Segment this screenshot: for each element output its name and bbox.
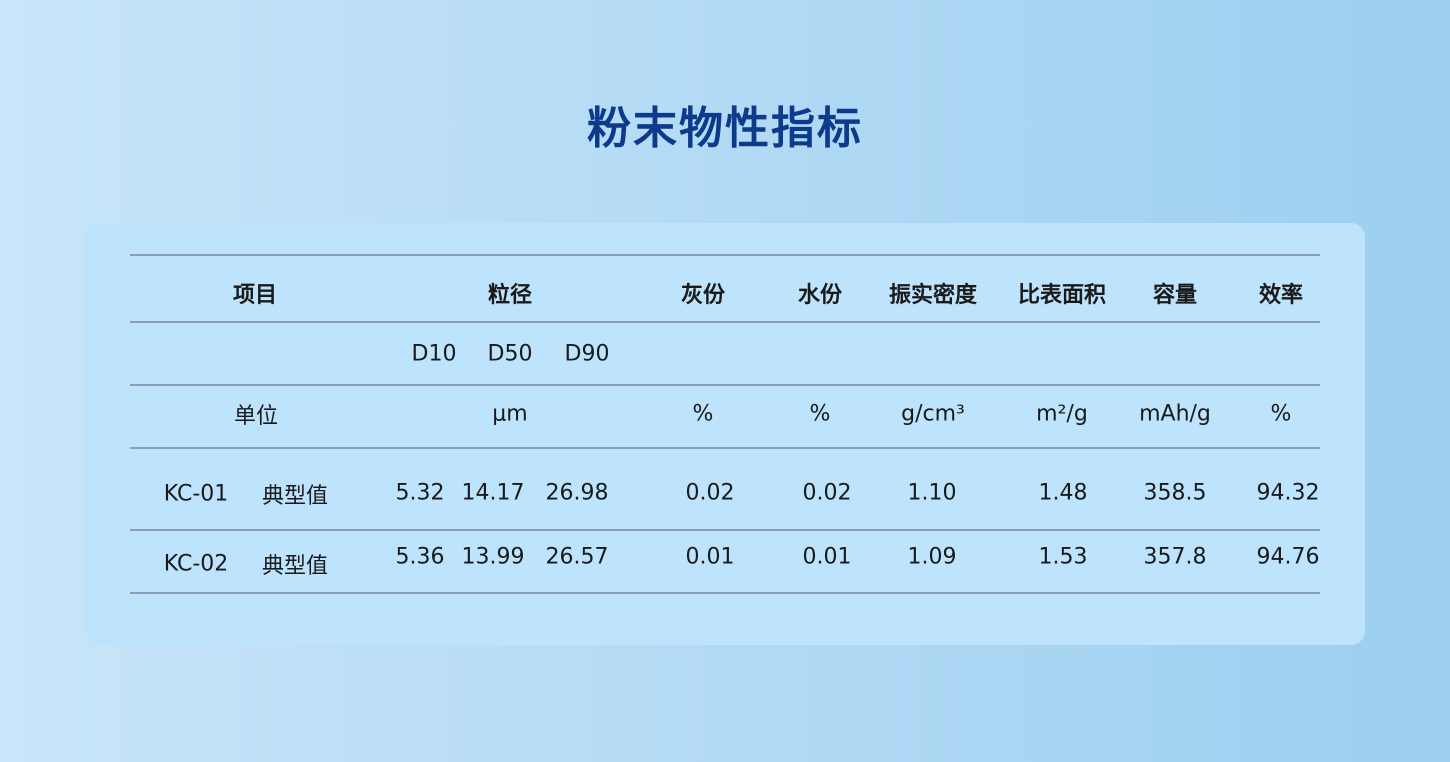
cell-tap-density: 1.09 [907,544,957,570]
row-type: 典型值 [261,484,329,509]
cell-moisture: 0.02 [802,480,852,506]
cell-surface-area: 1.48 [1038,480,1088,506]
cell-surface-area: 1.53 [1038,544,1088,570]
cell-efficiency: 94.76 [1256,544,1320,570]
cell-d50: 14.17 [461,480,525,506]
cell-d50: 13.99 [461,544,525,570]
divider [130,254,1320,256]
cell-d10: 5.32 [395,480,445,506]
header-ash: 灰份 [680,283,726,308]
header-surface-area: 比表面积 [1017,283,1107,308]
cell-efficiency: 94.32 [1256,480,1320,506]
unit-moisture: % [809,401,831,427]
cell-d10: 5.36 [395,544,445,570]
page-title: 粉末物性指标 [587,103,863,154]
subheader-d90: D90 [564,341,610,367]
cell-d90: 26.57 [545,544,609,570]
unit-surface-area: m²/g [1036,401,1088,427]
header-efficiency: 效率 [1258,283,1304,308]
unit-ash: % [692,401,714,427]
header-tap-density: 振实密度 [888,283,978,308]
unit-particle-size: μm [492,401,528,427]
cell-capacity: 357.8 [1143,544,1207,570]
cell-tap-density: 1.10 [907,480,957,506]
table-card [85,223,1365,645]
header-moisture: 水份 [797,283,843,308]
divider [130,529,1320,531]
cell-ash: 0.01 [685,544,735,570]
header-item: 项目 [232,283,278,308]
divider [130,321,1320,323]
subheader-d10: D10 [411,341,457,367]
row-type: 典型值 [261,554,329,579]
cell-d90: 26.98 [545,480,609,506]
unit-label: 单位 [233,404,279,429]
divider [130,384,1320,386]
divider [130,447,1320,449]
divider [130,592,1320,594]
row-id: KC-01 [163,481,229,507]
cell-capacity: 358.5 [1143,480,1207,506]
cell-ash: 0.02 [685,480,735,506]
header-particle-size: 粒径 [487,283,533,308]
subheader-d50: D50 [487,341,533,367]
cell-moisture: 0.01 [802,544,852,570]
unit-capacity: mAh/g [1139,401,1211,427]
row-id: KC-02 [163,551,229,577]
header-capacity: 容量 [1152,283,1198,308]
unit-tap-density: g/cm³ [901,401,965,427]
unit-efficiency: % [1270,401,1292,427]
